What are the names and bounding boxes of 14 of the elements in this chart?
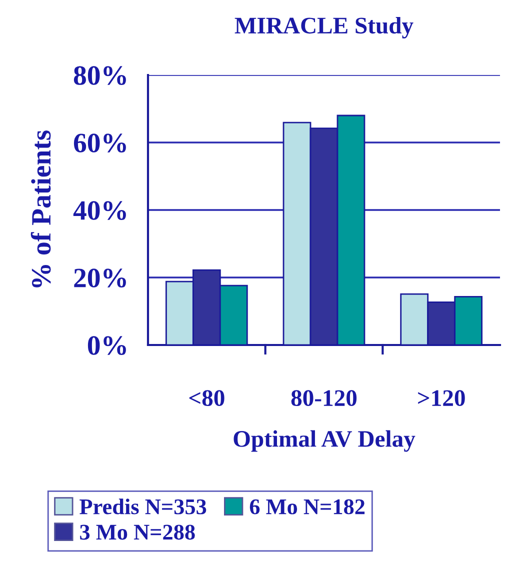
chart-title: MIRACLE Study xyxy=(234,16,414,38)
x-axis-title: Optimal AV Delay xyxy=(234,430,416,452)
x-tick-label: <80 xyxy=(189,390,224,406)
legend-label: 3 Mo N=288 xyxy=(80,524,195,540)
y-tick-label: 0% xyxy=(88,336,126,355)
legend-label: Predis N=353 xyxy=(80,498,206,514)
x-tick-label: 80-120 xyxy=(291,390,357,406)
y-axis-title: % of Patients xyxy=(30,130,51,288)
y-tick-label: 20% xyxy=(74,268,126,288)
y-tick-label: 40% xyxy=(73,201,126,220)
y-tick-label: 60% xyxy=(74,134,126,152)
legend-label: 6 Mo N=182 xyxy=(250,499,365,514)
y-tick-label: 80% xyxy=(74,66,126,85)
x-tick-label: >120 xyxy=(418,390,465,406)
